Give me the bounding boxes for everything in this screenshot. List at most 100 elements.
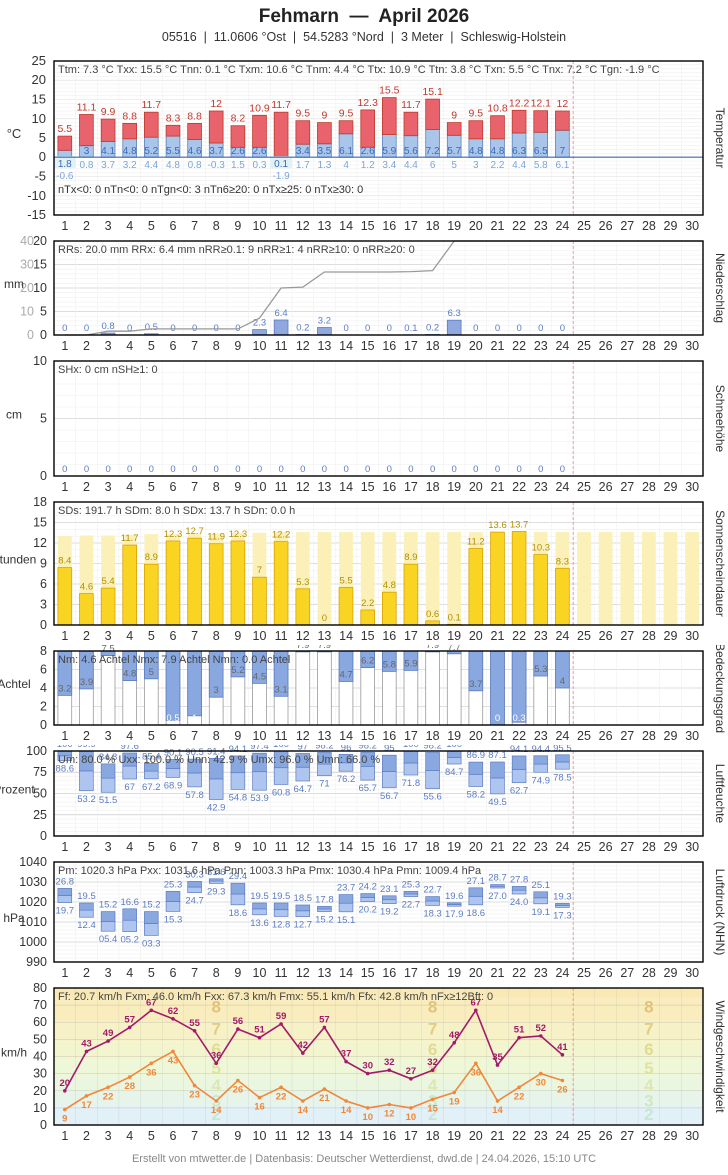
- svg-text:9: 9: [321, 110, 327, 122]
- svg-text:13.6: 13.6: [488, 520, 507, 531]
- svg-text:0.1: 0.1: [448, 612, 461, 623]
- svg-text:19: 19: [447, 339, 461, 353]
- svg-text:24.2: 24.2: [358, 882, 377, 893]
- svg-text:18: 18: [426, 339, 440, 353]
- svg-text:74.9: 74.9: [532, 775, 551, 786]
- svg-text:0: 0: [516, 464, 521, 475]
- svg-text:Temperatur: Temperatur: [713, 108, 727, 169]
- svg-text:11: 11: [275, 480, 288, 494]
- svg-text:30: 30: [685, 729, 699, 743]
- svg-text:2: 2: [83, 480, 90, 494]
- svg-text:7: 7: [428, 1020, 437, 1039]
- svg-text:Windgeschwindigkeit: Windgeschwindigkeit: [713, 1000, 727, 1113]
- svg-text:9.5: 9.5: [295, 108, 310, 120]
- svg-text:12: 12: [296, 219, 310, 233]
- svg-text:0: 0: [40, 718, 47, 732]
- svg-text:24: 24: [555, 629, 569, 643]
- svg-text:0: 0: [516, 323, 521, 334]
- svg-text:7: 7: [191, 629, 198, 643]
- svg-text:23: 23: [534, 629, 548, 643]
- svg-text:5: 5: [148, 1129, 155, 1143]
- svg-text:100: 100: [57, 745, 73, 750]
- svg-text:1: 1: [61, 629, 68, 643]
- svg-text:12: 12: [296, 840, 310, 854]
- svg-text:14: 14: [492, 1105, 503, 1116]
- svg-text:21: 21: [319, 1093, 330, 1104]
- svg-text:25.1: 25.1: [532, 880, 551, 891]
- svg-text:18.3: 18.3: [423, 908, 442, 919]
- svg-text:19: 19: [447, 629, 461, 643]
- svg-text:55.6: 55.6: [423, 792, 442, 803]
- svg-text:4.7: 4.7: [339, 670, 352, 681]
- svg-text:22: 22: [512, 840, 526, 854]
- svg-text:1: 1: [61, 339, 68, 353]
- svg-text:26: 26: [557, 1085, 568, 1096]
- svg-text:22: 22: [512, 219, 526, 233]
- svg-text:0.5: 0.5: [166, 713, 179, 724]
- svg-text:5.4: 5.4: [101, 576, 114, 587]
- svg-text:8.8: 8.8: [187, 110, 202, 122]
- svg-text:49.5: 49.5: [488, 797, 507, 808]
- svg-text:15: 15: [361, 219, 375, 233]
- svg-text:14: 14: [339, 840, 353, 854]
- svg-text:17: 17: [404, 219, 418, 233]
- svg-text:0.5: 0.5: [145, 322, 158, 333]
- svg-text:15: 15: [33, 516, 47, 530]
- svg-text:20.2: 20.2: [358, 905, 377, 916]
- svg-text:3.4: 3.4: [296, 146, 310, 157]
- svg-text:5: 5: [148, 219, 155, 233]
- svg-text:4.8: 4.8: [123, 669, 136, 680]
- svg-text:5.2: 5.2: [144, 146, 158, 157]
- svg-text:10.8: 10.8: [487, 103, 508, 115]
- svg-text:0: 0: [495, 713, 500, 724]
- svg-text:0: 0: [40, 829, 47, 843]
- svg-text:22: 22: [512, 729, 526, 743]
- svg-text:0: 0: [560, 323, 565, 334]
- svg-text:0: 0: [149, 464, 154, 475]
- svg-text:15: 15: [427, 1103, 438, 1114]
- svg-text:8: 8: [213, 219, 220, 233]
- svg-text:10: 10: [33, 281, 47, 295]
- svg-text:23: 23: [534, 1129, 548, 1143]
- svg-text:6.3: 6.3: [512, 146, 526, 157]
- svg-text:28: 28: [642, 480, 656, 494]
- svg-text:17: 17: [404, 629, 418, 643]
- svg-text:2.3: 2.3: [253, 318, 266, 329]
- svg-text:27.8: 27.8: [510, 874, 529, 885]
- svg-text:6: 6: [170, 966, 177, 980]
- svg-text:3.4: 3.4: [382, 160, 396, 171]
- svg-text:19.5: 19.5: [77, 891, 96, 902]
- svg-text:0: 0: [84, 323, 89, 334]
- svg-text:12.3: 12.3: [357, 97, 378, 109]
- svg-text:21: 21: [491, 629, 505, 643]
- svg-text:13: 13: [317, 1129, 331, 1143]
- svg-text:12.7: 12.7: [294, 920, 313, 931]
- svg-text:7: 7: [191, 480, 198, 494]
- svg-text:36: 36: [146, 1067, 157, 1078]
- svg-text:8.3: 8.3: [166, 112, 181, 124]
- svg-text:9: 9: [234, 480, 241, 494]
- svg-text:13.7: 13.7: [510, 519, 529, 530]
- svg-text:71.8: 71.8: [402, 778, 421, 789]
- svg-text:0: 0: [365, 323, 370, 334]
- svg-text:17.9: 17.9: [445, 909, 464, 920]
- svg-text:0: 0: [538, 323, 543, 334]
- svg-text:5: 5: [148, 729, 155, 743]
- svg-text:0: 0: [452, 464, 457, 475]
- svg-text:5.3: 5.3: [534, 664, 547, 675]
- svg-text:0.1: 0.1: [274, 159, 288, 170]
- svg-text:24: 24: [555, 339, 569, 353]
- svg-text:12: 12: [296, 480, 310, 494]
- svg-text:10: 10: [253, 966, 267, 980]
- svg-text:15: 15: [361, 840, 375, 854]
- svg-text:15: 15: [33, 258, 47, 272]
- svg-text:12.8: 12.8: [272, 919, 291, 930]
- svg-text:3: 3: [214, 685, 219, 696]
- svg-text:11: 11: [275, 219, 288, 233]
- svg-text:0: 0: [39, 149, 46, 164]
- svg-text:17: 17: [404, 339, 418, 353]
- svg-text:1: 1: [192, 713, 197, 724]
- svg-text:15.1: 15.1: [422, 86, 443, 98]
- svg-text:24: 24: [555, 966, 569, 980]
- svg-text:9: 9: [234, 966, 241, 980]
